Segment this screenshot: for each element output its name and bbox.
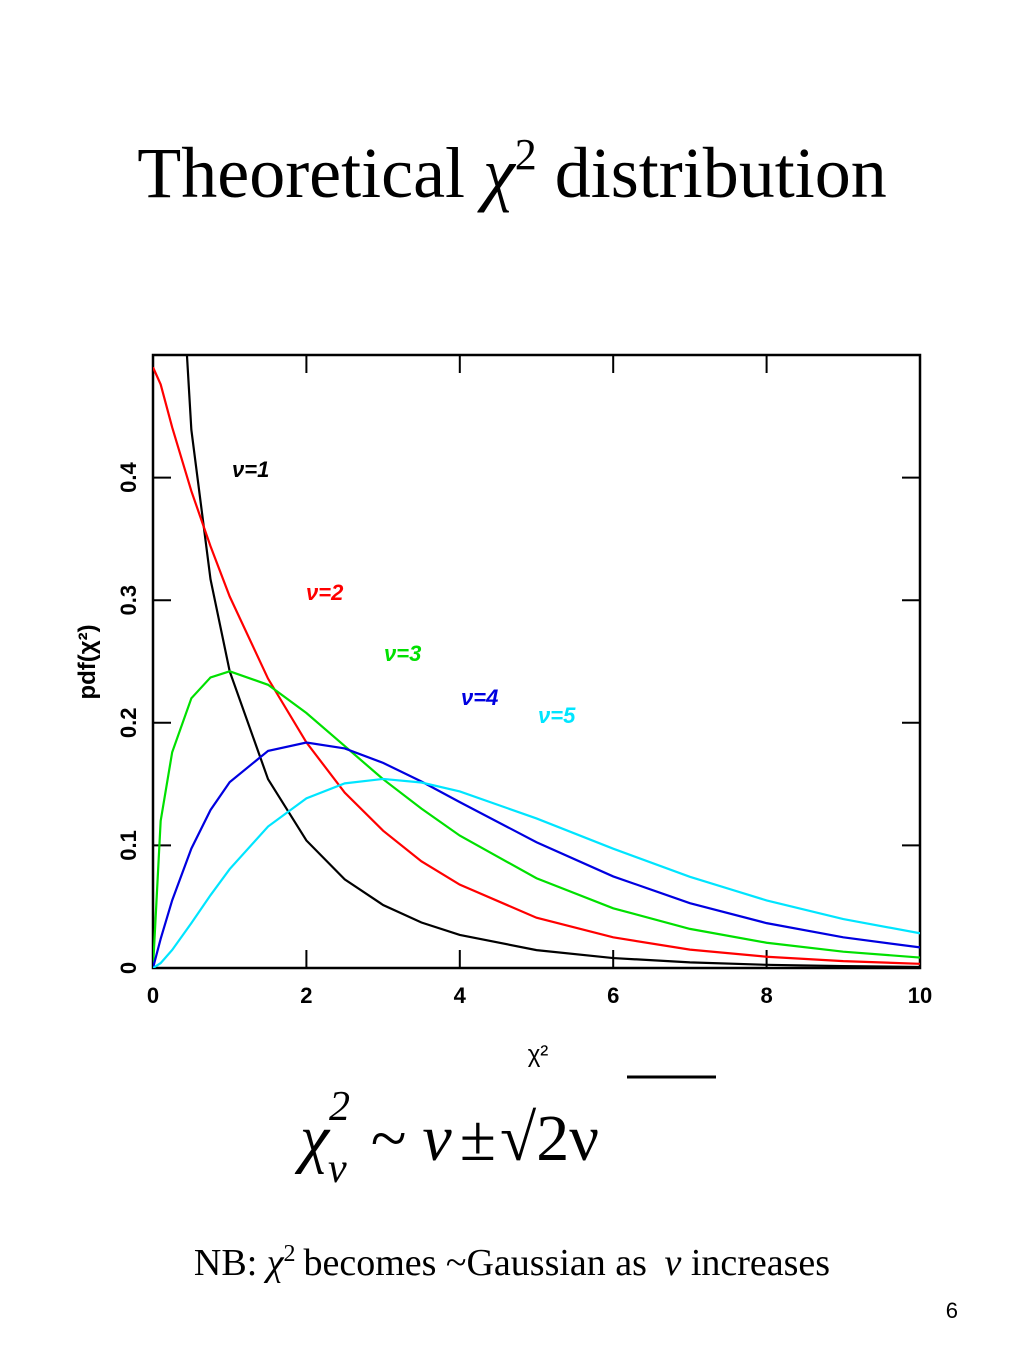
y-tick-label: 0 (116, 962, 141, 974)
x-tick-label: 6 (607, 983, 619, 1008)
title-text: distribution (555, 133, 887, 213)
formula-radicand: 2ν (536, 1102, 599, 1175)
formula-mean: ν (422, 1102, 452, 1175)
note-text: becomes ~Gaussian as (303, 1242, 646, 1284)
y-tick-label: 0.1 (116, 830, 141, 861)
formula-relation: ~ (371, 1102, 407, 1175)
note-nu: ν (664, 1242, 681, 1284)
x-tick-label: 4 (454, 983, 467, 1008)
chart: 0 0.1 0.2 0.3 0.4 0 2 4 6 8 10 χ² pdf(χ²) ν=1 ν=2 ν=3 ν=… (74, 353, 932, 1068)
formula-superscript: 2 (329, 1084, 350, 1130)
page-number: 6 (946, 1298, 958, 1323)
y-tick-label: 0.2 (116, 708, 141, 739)
x-axis-label: χ² (528, 1041, 549, 1068)
note-superscript: 2 (283, 1241, 295, 1267)
slide-title: Theoretical χ2 distribution (137, 130, 887, 213)
formula-root: √ (500, 1102, 537, 1175)
title-superscript: 2 (515, 130, 537, 179)
series-label: ν=5 (538, 703, 576, 728)
series-label: ν=2 (306, 580, 344, 605)
series-label: ν=3 (384, 641, 421, 666)
series-label: ν=1 (232, 457, 269, 482)
series-line (153, 670, 920, 968)
x-tick-label: 8 (760, 983, 772, 1008)
y-tick-label: 0.3 (116, 585, 141, 616)
note-text: NB: (194, 1242, 257, 1284)
plot-frame (151, 353, 922, 970)
note-symbol: χ (263, 1242, 285, 1284)
formula-pm: ± (460, 1102, 496, 1175)
x-tick-label: 2 (300, 983, 312, 1008)
series-line (153, 366, 920, 965)
formula: χ2 ν ~ ν ±√2ν (294, 1084, 599, 1192)
series-line (153, 777, 920, 968)
formula-subscript: ν (328, 1146, 347, 1192)
y-tick-label: 0.4 (116, 462, 141, 493)
note: NB: χ2 becomes ~Gaussian as ν increases (194, 1241, 830, 1284)
series-label: ν=4 (461, 685, 498, 710)
y-axis-label: pdf(χ²) (74, 624, 101, 699)
series-line (153, 741, 920, 968)
title-text: Theoretical (137, 133, 465, 213)
note-text: increases (691, 1242, 830, 1284)
x-tick-label: 0 (147, 983, 159, 1008)
title-symbol: χ (477, 133, 517, 213)
x-tick-label: 10 (908, 983, 932, 1008)
formula-symbol: χ (294, 1102, 331, 1175)
